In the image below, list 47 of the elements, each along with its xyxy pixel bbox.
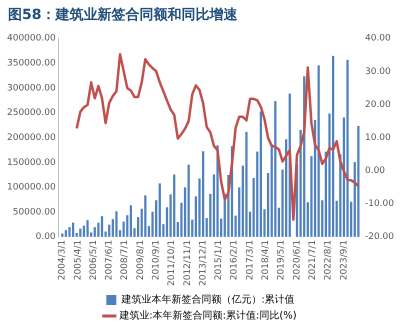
y2-tick-label: -20.00 (364, 232, 394, 242)
y-tick-label: 100000.00 (7, 182, 56, 193)
x-tick-label: 2019/5/1 (276, 240, 287, 280)
x-tick-label: 2016/2/1 (230, 240, 240, 280)
y2-tick-label: 40.00 (364, 34, 392, 44)
y2-tick-label: 10.00 (364, 132, 392, 143)
y2-tick-label: 30.00 (364, 66, 392, 77)
x-tick-label: 2011/10/1 (167, 240, 178, 286)
x-tick-label: 2021/7/1 (308, 240, 318, 280)
y-tick-label: 200000.00 (7, 132, 56, 143)
y-tick-label: 0.00 (36, 232, 56, 242)
chart-title: 图58：建筑业新签合同额和同比增速 (7, 6, 238, 25)
bar (79, 228, 82, 237)
x-tick-label: 2008/7/1 (120, 240, 130, 280)
x-tick-label: 2015/1/1 (214, 240, 224, 280)
bar (61, 234, 64, 237)
y-tick-label: 300000.00 (7, 83, 56, 94)
x-tick-label: 2013/12/1 (198, 240, 208, 286)
x-tick-label: 2009/8/1 (136, 240, 146, 280)
y-tick-label: 250000.00 (7, 108, 56, 118)
bar (144, 195, 146, 237)
bar (173, 174, 176, 237)
x-tick-label: 2017/3/1 (245, 240, 256, 280)
y-tick-label: 150000.00 (7, 158, 56, 168)
x-tick-label: 2007/6/1 (104, 240, 115, 280)
legend-label: 建筑业本年新签合同额（亿元）:累计值 (120, 294, 295, 306)
y-tick-label: 50000.00 (12, 207, 56, 218)
x-tick-label: 2022/8/1 (324, 240, 334, 280)
x-tick-label: 2004/3/1 (58, 240, 68, 280)
x-tick-label: 2006/5/1 (88, 240, 99, 280)
x-tick-label: 2012/11/1 (182, 240, 193, 286)
legend-label: 建筑业:本年新签合同额:累计值:同比(%) (118, 310, 297, 322)
bar (274, 101, 276, 237)
x-tick-label: 2010/9/1 (152, 240, 162, 280)
bar (158, 183, 161, 237)
bar (318, 65, 320, 237)
bar (188, 164, 190, 237)
x-tick-label: 2005/4/1 (73, 240, 84, 280)
x-tick-label: 2023/9/1 (339, 240, 350, 280)
y-tick-label: 350000.00 (7, 58, 56, 69)
bar (357, 126, 360, 237)
y2-tick-label: 20.00 (364, 100, 392, 110)
y2-tick-label: -10.00 (364, 199, 394, 210)
x-tick-label: 2020/6/1 (292, 240, 302, 280)
y2-tick-label: 0.00 (364, 166, 386, 176)
x-tick-label: 2018/4/1 (261, 240, 272, 280)
y-tick-label: 400000.00 (7, 34, 56, 44)
